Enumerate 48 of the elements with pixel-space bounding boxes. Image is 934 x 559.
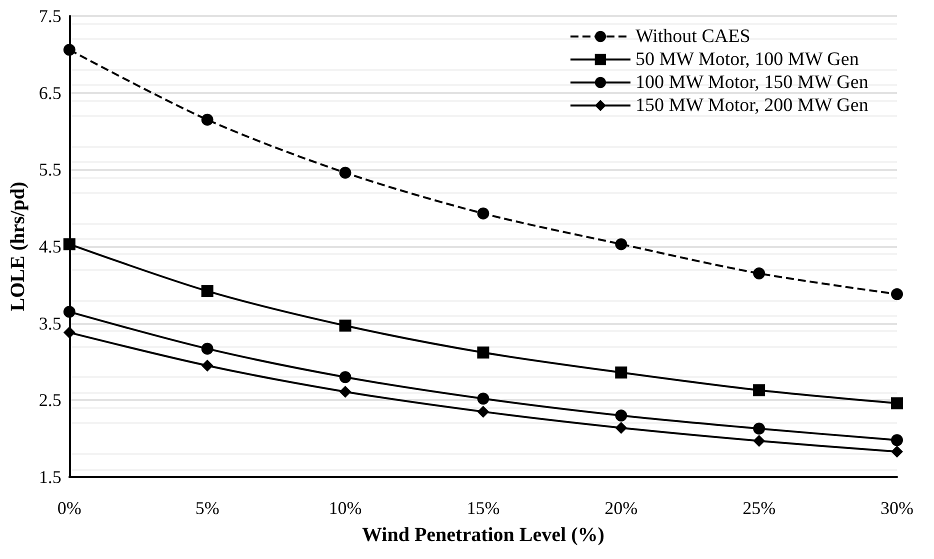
y-tick-label: 4.5 xyxy=(38,236,62,256)
point xyxy=(891,397,903,410)
point xyxy=(201,360,214,372)
point xyxy=(615,410,628,422)
x-axis-title: Wind Penetration Level (%) xyxy=(362,524,604,546)
point xyxy=(63,44,76,56)
x-tick-label: 10% xyxy=(328,498,362,518)
x-tick-label: 30% xyxy=(880,498,914,518)
point xyxy=(891,434,903,446)
point xyxy=(615,238,628,250)
point xyxy=(339,386,352,398)
point xyxy=(201,114,214,126)
x-tick-label: 20% xyxy=(604,498,638,518)
y-tick-label: 2.5 xyxy=(38,390,62,410)
point xyxy=(477,392,490,405)
point xyxy=(753,422,766,435)
y-tick-label: 7.5 xyxy=(38,6,62,26)
legend-label: 50 MW Motor, 100 MW Gen xyxy=(635,49,860,70)
point xyxy=(891,446,903,458)
x-tick-label: 25% xyxy=(742,498,776,518)
point xyxy=(339,166,352,179)
point xyxy=(753,384,766,396)
point xyxy=(477,207,490,220)
point xyxy=(615,422,628,434)
x-tick-label: 0% xyxy=(57,498,82,518)
point xyxy=(339,320,352,332)
point xyxy=(201,342,214,355)
point xyxy=(753,434,766,447)
point xyxy=(63,326,76,339)
y-tick-label: 6.5 xyxy=(38,82,62,103)
x-tick-label: 5% xyxy=(195,498,220,518)
point xyxy=(477,346,490,359)
point xyxy=(339,371,352,384)
legend-label: Without CAES xyxy=(635,26,750,47)
y-tick-label: 3.5 xyxy=(38,313,62,334)
point xyxy=(201,285,214,298)
y-axis-title: LOLE (hrs/pd) xyxy=(7,182,29,312)
point xyxy=(63,306,76,318)
y-tick-label: 5.5 xyxy=(38,160,62,180)
x-tick-label: 15% xyxy=(466,498,500,518)
point xyxy=(753,267,766,280)
legend-label: 150 MW Motor, 200 MW Gen xyxy=(635,95,869,116)
point xyxy=(63,238,76,250)
point xyxy=(615,366,628,379)
legend-label: 100 MW Motor, 150 MW Gen xyxy=(635,72,869,93)
point xyxy=(477,406,490,418)
point xyxy=(891,288,903,300)
y-tick-label: 1.5 xyxy=(38,467,62,487)
